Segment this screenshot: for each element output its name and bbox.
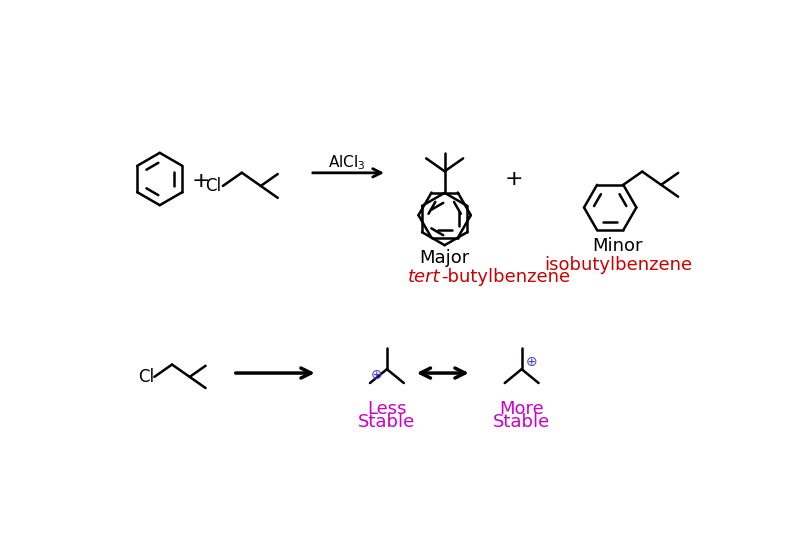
Text: Major: Major bbox=[419, 249, 470, 267]
Text: Stable: Stable bbox=[358, 412, 415, 430]
Text: +: + bbox=[505, 169, 523, 189]
Text: ⊕: ⊕ bbox=[370, 369, 382, 382]
Text: Less: Less bbox=[367, 400, 406, 418]
Text: Minor: Minor bbox=[593, 237, 643, 255]
Text: +: + bbox=[191, 171, 210, 191]
Text: ⊕: ⊕ bbox=[526, 354, 538, 369]
Text: Cl: Cl bbox=[206, 177, 222, 195]
Text: More: More bbox=[499, 400, 544, 418]
Text: Stable: Stable bbox=[493, 412, 550, 430]
Text: tert: tert bbox=[408, 268, 441, 286]
Text: AlCl$_3$: AlCl$_3$ bbox=[328, 153, 366, 172]
Text: isobutylbenzene: isobutylbenzene bbox=[544, 256, 692, 274]
Text: Cl: Cl bbox=[138, 368, 154, 386]
Text: -butylbenzene: -butylbenzene bbox=[441, 268, 570, 286]
